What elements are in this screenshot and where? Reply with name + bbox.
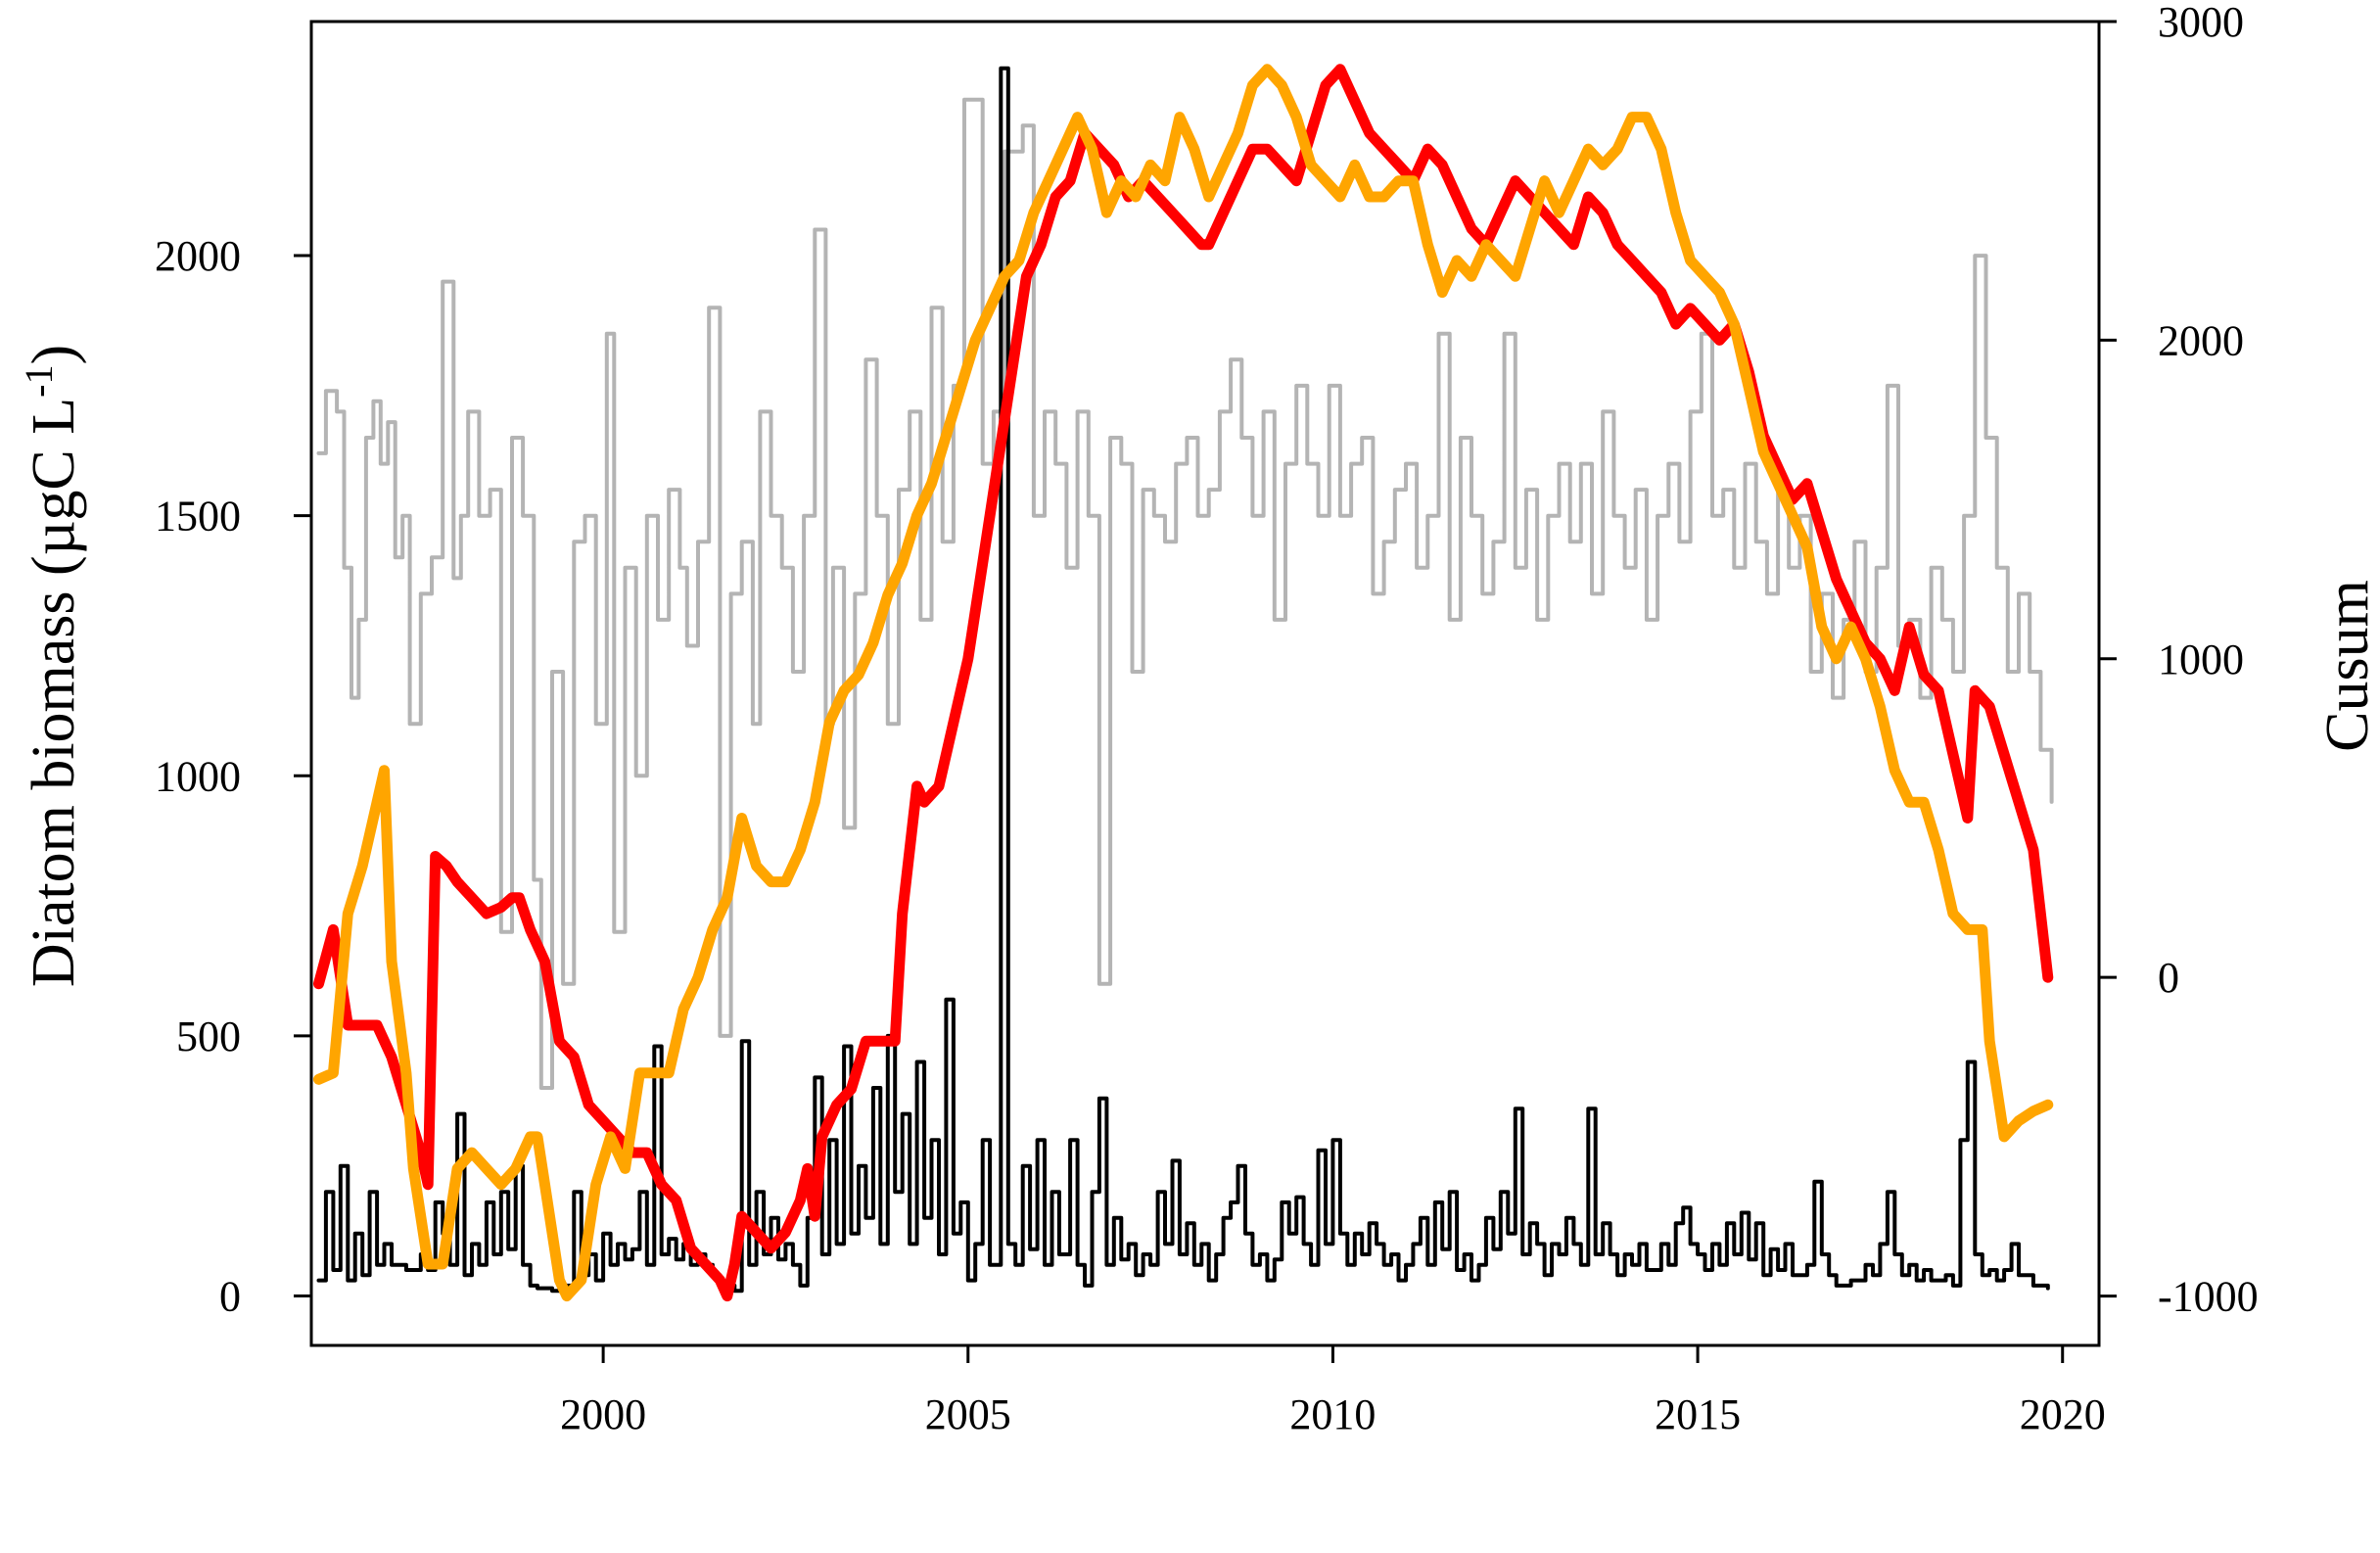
y-axis-right: -1000 0 1000 2000 3000 — [2099, 0, 2259, 1321]
series-line-3 — [313, 64, 2054, 1302]
x-tick-label: 2000 — [560, 1390, 646, 1438]
x-tick-label: 2010 — [1289, 1390, 1376, 1438]
y2-tick-label: 3000 — [2158, 0, 2244, 46]
x-tick-label: 2015 — [1655, 1390, 1741, 1438]
x-tick-label: 2005 — [925, 1390, 1011, 1438]
plot-frame — [309, 20, 2101, 1347]
y-tick-label: 2000 — [155, 232, 241, 280]
series-line-2 — [316, 66, 2050, 1294]
y2-tick-label: 2000 — [2158, 316, 2244, 364]
y-tick-label: 1500 — [155, 493, 241, 541]
y2-axis-title: Cusum — [2314, 580, 2380, 752]
plot-series — [313, 64, 2054, 1302]
y-tick-label: 500 — [176, 1012, 241, 1060]
y2-tick-label: 0 — [2158, 954, 2179, 1002]
series-line-4 — [313, 64, 2054, 1302]
x-tick-label: 2020 — [2020, 1390, 2106, 1438]
y-axis-title: Diatom biomass (µgC L-1) — [17, 345, 88, 987]
y2-tick-label: -1000 — [2158, 1273, 2259, 1321]
y-tick-label: 1000 — [155, 752, 241, 800]
y-tick-label: 0 — [219, 1273, 241, 1321]
y-axis-left: 0 500 1000 1500 2000 — [155, 232, 311, 1321]
y2-tick-label: 1000 — [2158, 635, 2244, 683]
x-axis: 2000 2005 2010 2015 2020 — [560, 1345, 2106, 1438]
series-line-1 — [316, 97, 2054, 1090]
